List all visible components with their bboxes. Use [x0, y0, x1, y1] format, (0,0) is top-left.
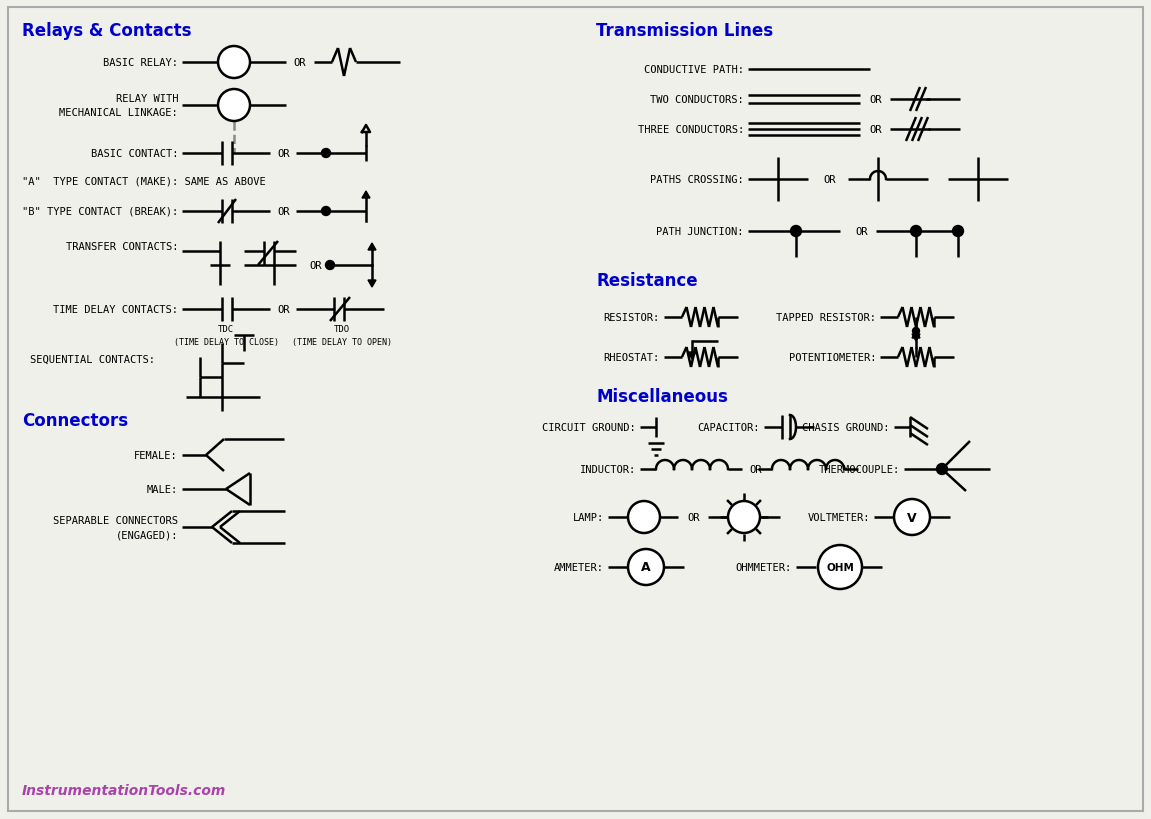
Text: Miscellaneous: Miscellaneous	[596, 387, 727, 405]
Text: Transmission Lines: Transmission Lines	[596, 22, 773, 40]
Text: MALE:: MALE:	[146, 484, 178, 495]
Text: CIRCUIT GROUND:: CIRCUIT GROUND:	[542, 423, 637, 432]
Circle shape	[913, 328, 920, 335]
Text: "A"  TYPE CONTACT (MAKE): SAME AS ABOVE: "A" TYPE CONTACT (MAKE): SAME AS ABOVE	[22, 177, 266, 187]
Text: TAPPED RESISTOR:: TAPPED RESISTOR:	[776, 313, 876, 323]
Text: InstrumentationTools.com: InstrumentationTools.com	[22, 783, 227, 797]
Text: "B" TYPE CONTACT (BREAK):: "B" TYPE CONTACT (BREAK):	[22, 206, 178, 217]
Text: INDUCTOR:: INDUCTOR:	[580, 464, 637, 474]
Circle shape	[321, 207, 330, 216]
Text: Resistance: Resistance	[596, 272, 698, 290]
Text: TDO: TDO	[334, 325, 350, 334]
Text: RELAY WITH: RELAY WITH	[115, 94, 178, 104]
Circle shape	[818, 545, 862, 590]
Circle shape	[727, 501, 760, 533]
Text: POTENTIOMETER:: POTENTIOMETER:	[788, 352, 876, 363]
Text: PATH JUNCTION:: PATH JUNCTION:	[656, 227, 744, 237]
Text: A: A	[641, 561, 650, 574]
Circle shape	[326, 261, 335, 270]
Text: TRANSFER CONTACTS:: TRANSFER CONTACTS:	[66, 242, 178, 251]
Text: (TIME DELAY TO CLOSE): (TIME DELAY TO CLOSE)	[174, 338, 279, 347]
Text: CONDUCTIVE PATH:: CONDUCTIVE PATH:	[645, 65, 744, 75]
Circle shape	[910, 226, 922, 238]
Text: OHMMETER:: OHMMETER:	[735, 563, 792, 572]
Polygon shape	[912, 332, 920, 338]
Text: PATHS CROSSING:: PATHS CROSSING:	[650, 174, 744, 185]
Text: OR: OR	[855, 227, 868, 237]
Text: RESISTOR:: RESISTOR:	[604, 313, 660, 323]
Circle shape	[321, 149, 330, 158]
Text: Relays & Contacts: Relays & Contacts	[22, 22, 191, 40]
Text: OR: OR	[277, 305, 290, 314]
Circle shape	[218, 90, 250, 122]
Text: THERMOCOUPLE:: THERMOCOUPLE:	[818, 464, 900, 474]
Polygon shape	[363, 192, 369, 199]
Text: TDC: TDC	[218, 325, 234, 334]
Polygon shape	[368, 244, 376, 251]
Text: THREE CONDUCTORS:: THREE CONDUCTORS:	[638, 124, 744, 135]
Text: OR: OR	[277, 206, 290, 217]
Text: TIME DELAY CONTACTS:: TIME DELAY CONTACTS:	[53, 305, 178, 314]
Text: TWO CONDUCTORS:: TWO CONDUCTORS:	[650, 95, 744, 105]
Circle shape	[791, 226, 801, 238]
Circle shape	[894, 500, 930, 536]
Text: OR: OR	[870, 124, 883, 135]
Text: OR: OR	[688, 513, 700, 523]
Text: OR: OR	[749, 464, 762, 474]
Polygon shape	[368, 281, 376, 287]
Circle shape	[628, 501, 660, 533]
Circle shape	[953, 226, 963, 238]
Text: OHM: OHM	[826, 563, 854, 572]
Text: Connectors: Connectors	[22, 411, 128, 429]
Text: OR: OR	[824, 174, 837, 185]
Text: VOLTMETER:: VOLTMETER:	[808, 513, 870, 523]
Text: SEPARABLE CONNECTORS: SEPARABLE CONNECTORS	[53, 515, 178, 525]
Circle shape	[937, 464, 947, 475]
Text: (ENGAGED):: (ENGAGED):	[115, 529, 178, 540]
Text: (TIME DELAY TO OPEN): (TIME DELAY TO OPEN)	[292, 338, 392, 347]
Text: BASIC CONTACT:: BASIC CONTACT:	[91, 149, 178, 159]
Polygon shape	[688, 352, 696, 360]
Text: MECHANICAL LINKAGE:: MECHANICAL LINKAGE:	[59, 108, 178, 118]
Text: AMMETER:: AMMETER:	[554, 563, 604, 572]
Text: OR: OR	[310, 260, 322, 270]
Circle shape	[218, 47, 250, 79]
Circle shape	[628, 550, 664, 586]
Text: RHEOSTAT:: RHEOSTAT:	[604, 352, 660, 363]
Text: V: V	[907, 511, 917, 524]
Text: CAPACITOR:: CAPACITOR:	[698, 423, 760, 432]
Text: FEMALE:: FEMALE:	[135, 450, 178, 460]
Polygon shape	[912, 335, 920, 342]
Text: CHASIS GROUND:: CHASIS GROUND:	[802, 423, 890, 432]
Text: OR: OR	[294, 58, 306, 68]
Text: SEQUENTIAL CONTACTS:: SEQUENTIAL CONTACTS:	[30, 355, 155, 364]
Text: OR: OR	[870, 95, 883, 105]
Text: LAMP:: LAMP:	[573, 513, 604, 523]
Text: BASIC RELAY:: BASIC RELAY:	[102, 58, 178, 68]
Text: OR: OR	[277, 149, 290, 159]
